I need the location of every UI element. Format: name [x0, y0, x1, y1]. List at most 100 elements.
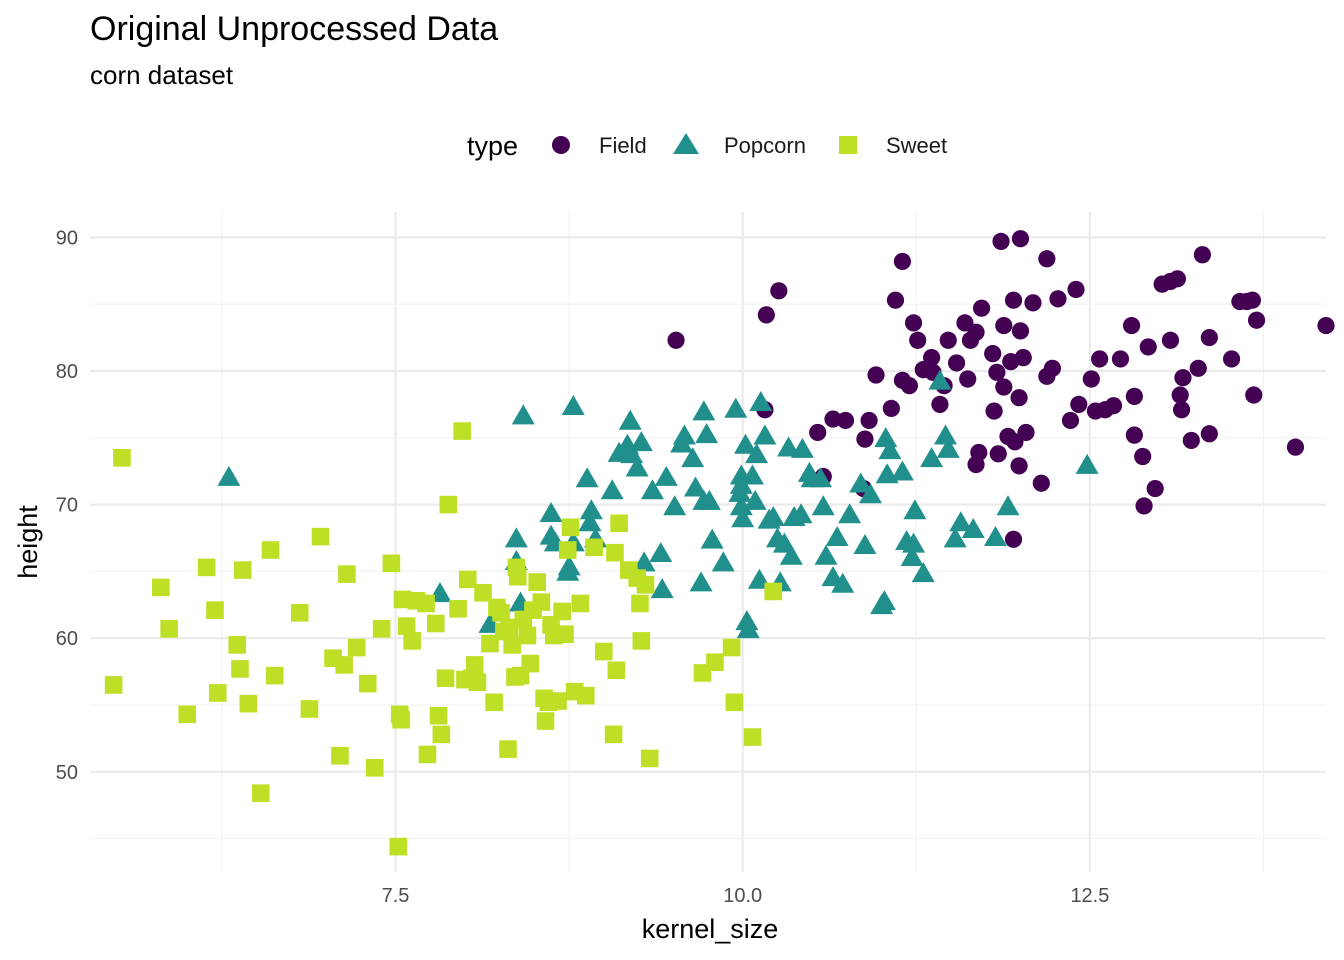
popcorn-point — [736, 618, 760, 639]
sweet-point — [290, 604, 309, 622]
sweet-point — [335, 656, 353, 674]
field-point — [1247, 311, 1266, 329]
popcorn-point — [789, 503, 813, 524]
field-point — [1286, 438, 1305, 456]
field-point — [1200, 425, 1218, 443]
popcorn-point — [711, 551, 735, 572]
field-point — [931, 395, 949, 413]
y-tick-label: 80 — [56, 361, 78, 383]
field-point — [1245, 386, 1263, 404]
popcorn-point — [695, 423, 719, 444]
sweet-point — [261, 541, 280, 559]
field-point — [988, 363, 1006, 381]
popcorn-point — [911, 562, 935, 583]
popcorn-point — [920, 447, 944, 468]
sweet-point — [536, 712, 555, 730]
field-point — [1004, 530, 1023, 548]
sweet-point — [347, 638, 366, 657]
popcorn-point — [684, 476, 708, 497]
popcorn-point — [663, 495, 687, 516]
popcorn-point — [808, 467, 832, 488]
sweet-point — [178, 705, 197, 724]
field-point — [1134, 447, 1152, 466]
popcorn-point — [504, 527, 528, 548]
sweet-point — [228, 636, 247, 654]
popcorn-point — [745, 443, 769, 464]
x-tick-label: 12.5 — [1070, 885, 1109, 907]
field-point — [1161, 331, 1180, 349]
legend-marker-field — [552, 136, 570, 154]
popcorn-point — [777, 436, 801, 457]
field-point — [1171, 386, 1189, 404]
popcorn-point — [632, 551, 656, 572]
field-point — [1125, 426, 1143, 444]
sweet-point — [549, 692, 567, 710]
popcorn-point — [740, 464, 764, 485]
sweet-point — [571, 594, 590, 613]
sweet-point — [417, 594, 435, 613]
field-point — [860, 411, 878, 430]
field-point — [1010, 389, 1028, 407]
sweet-point — [595, 642, 613, 661]
popcorn-point — [825, 525, 849, 546]
y-tick-label: 70 — [56, 495, 78, 517]
y-tick-label: 90 — [56, 227, 78, 249]
sweet-point — [458, 570, 477, 589]
field-point — [809, 423, 827, 442]
popcorn-point — [928, 369, 952, 390]
x-tick-label: 7.5 — [382, 885, 410, 907]
field-point — [1146, 479, 1164, 498]
field-point — [909, 331, 927, 349]
legend-marker-sweet — [839, 136, 857, 154]
sweet-point — [508, 567, 527, 586]
field-point — [1038, 250, 1056, 268]
field-point — [1200, 328, 1218, 347]
series-sweet — [104, 422, 783, 856]
sweet-point — [474, 583, 492, 602]
sweet-point — [492, 604, 510, 622]
popcorn-point — [900, 546, 924, 567]
popcorn-point — [949, 511, 973, 532]
sweet-point — [585, 538, 603, 557]
sweet-point — [465, 656, 484, 674]
sweet-point — [403, 632, 421, 650]
popcorn-point — [878, 439, 902, 460]
sweet-point — [265, 666, 284, 685]
popcorn-point — [729, 495, 753, 516]
legend-label-popcorn: Popcorn — [724, 133, 806, 158]
popcorn-point — [700, 528, 724, 549]
popcorn-point — [943, 527, 967, 548]
popcorn-point — [733, 433, 757, 454]
sweet-point — [553, 602, 571, 621]
x-axis-ticks: 7.5 10.0 12.5 — [382, 885, 1110, 907]
field-point — [867, 366, 885, 384]
sweet-point — [518, 626, 537, 645]
field-point — [1017, 423, 1035, 442]
legend-item-popcorn: Popcorn — [673, 133, 806, 158]
sweet-point — [231, 660, 249, 678]
field-point — [1135, 497, 1153, 515]
field-point — [970, 443, 988, 462]
sweet-point — [358, 674, 377, 693]
popcorn-point — [692, 400, 716, 421]
legend-marker-popcorn — [673, 133, 699, 154]
popcorn-point — [838, 503, 862, 524]
field-point — [1125, 387, 1143, 405]
popcorn-point — [649, 542, 673, 563]
sweet-point — [338, 565, 356, 583]
field-point — [1189, 359, 1207, 377]
y-axis-ticks: 50 60 70 80 90 — [56, 227, 78, 783]
popcorn-point — [753, 424, 777, 445]
popcorn-point — [625, 456, 649, 477]
popcorn-point — [831, 572, 855, 593]
field-point — [886, 291, 905, 309]
sweet-point — [427, 614, 445, 633]
sweet-point — [481, 634, 499, 653]
field-point — [959, 370, 977, 388]
sweet-point — [606, 543, 624, 562]
sweet-point — [432, 725, 451, 744]
sweet-point — [764, 582, 783, 601]
field-point — [1070, 395, 1088, 413]
field-point — [995, 378, 1013, 396]
